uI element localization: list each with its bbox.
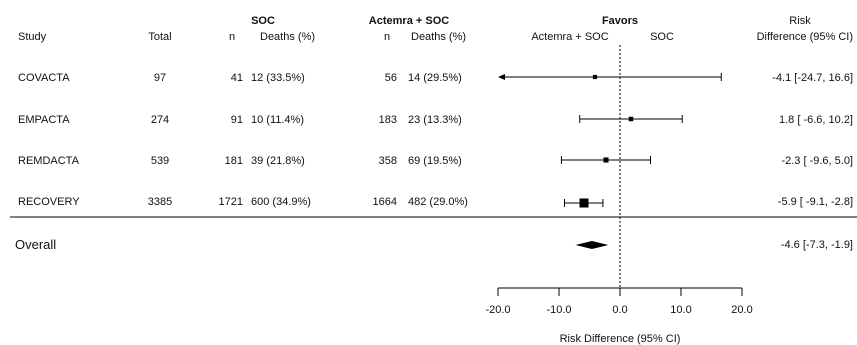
x-tick-label: 0.0 [612,304,627,316]
study-name: EMPACTA [18,114,70,126]
header-favors: Favors [601,15,639,27]
study-name: REMDACTA [18,155,79,167]
x-axis: -20.0 -10.0 0.0 10.0 20.0 [485,287,753,316]
soc-n: 41 [230,72,243,84]
soc-deaths: 12 (33.5%) [251,72,305,84]
x-tick-label: -20.0 [485,304,510,316]
soc-deaths: 600 (34.9%) [251,196,311,208]
header-soc-group: SOC [251,15,275,27]
table-row: EMPACTA 274 91 10 (11.4%) 183 23 (13.3%)… [0,112,857,130]
actemra-deaths: 23 (13.3%) [408,114,462,126]
overall-label: Overall [15,237,57,252]
soc-n: 91 [230,114,243,126]
risk-difference-text: 1.8 [ -6.6, 10.2] [779,114,853,126]
header-favors-right: SOC [650,31,674,43]
total-count: 539 [150,155,170,167]
study-name: COVACTA [18,72,70,84]
point-estimate [579,198,589,208]
table-row: COVACTA 97 41 12 (33.5%) 56 14 (29.5%) -… [0,70,857,88]
soc-n: 1721 [218,196,243,208]
soc-n: 181 [224,155,243,167]
actemra-n: 358 [378,155,397,167]
header-rd-line1: Risk [789,15,811,27]
actemra-n: 1664 [372,196,397,208]
risk-difference-text: -5.9 [ -9.1, -2.8] [777,196,853,208]
risk-difference-text: -4.1 [-24.7, 16.6] [772,72,853,84]
soc-deaths: 39 (21.8%) [251,155,305,167]
total-count: 274 [150,114,170,126]
overall-row: Overall -4.6 [-7.3, -1.9] [0,236,857,254]
risk-difference-text: -2.3 [ -9.6, 5.0] [781,155,853,167]
header-study: Study [18,31,47,43]
point-estimate [592,74,598,80]
header-favors-left: Actemra + SOC [531,31,609,43]
header-rd-line2: Difference (95% CI) [756,31,853,43]
overall-risk-difference-text: -4.6 [-7.3, -1.9] [780,239,853,251]
total-count: 3385 [147,196,173,208]
point-estimate [603,157,609,163]
table-row: REMDACTA 539 181 39 (21.8%) 358 69 (19.5… [0,153,857,171]
actemra-deaths: 69 (19.5%) [408,155,462,167]
header-soc-n: n [228,31,236,43]
table-row: RECOVERY 3385 1721 600 (34.9%) 1664 482 … [0,194,857,212]
actemra-deaths: 14 (29.5%) [408,72,462,84]
actemra-n: 56 [384,72,397,84]
actemra-n: 183 [378,114,397,126]
overall-diamond [575,241,609,249]
header-total: Total [148,31,172,43]
ci-arrow-left [498,74,505,80]
header-soc-deaths: Deaths (%) [260,31,316,43]
header-actemra-deaths: Deaths (%) [411,31,467,43]
soc-deaths: 10 (11.4%) [251,114,304,126]
point-estimate [628,116,634,122]
x-tick-label: 20.0 [731,304,752,316]
total-count: 97 [153,72,167,84]
x-axis-label: Risk Difference (95% CI) [560,333,681,345]
study-name: RECOVERY [18,196,80,208]
header-actemra-group: Actemra + SOC [368,15,450,27]
x-tick-label: 10.0 [670,304,691,316]
header-actemra-n: n [383,31,391,43]
actemra-deaths: 482 (29.0%) [408,196,468,208]
x-tick-label: -10.0 [546,304,571,316]
